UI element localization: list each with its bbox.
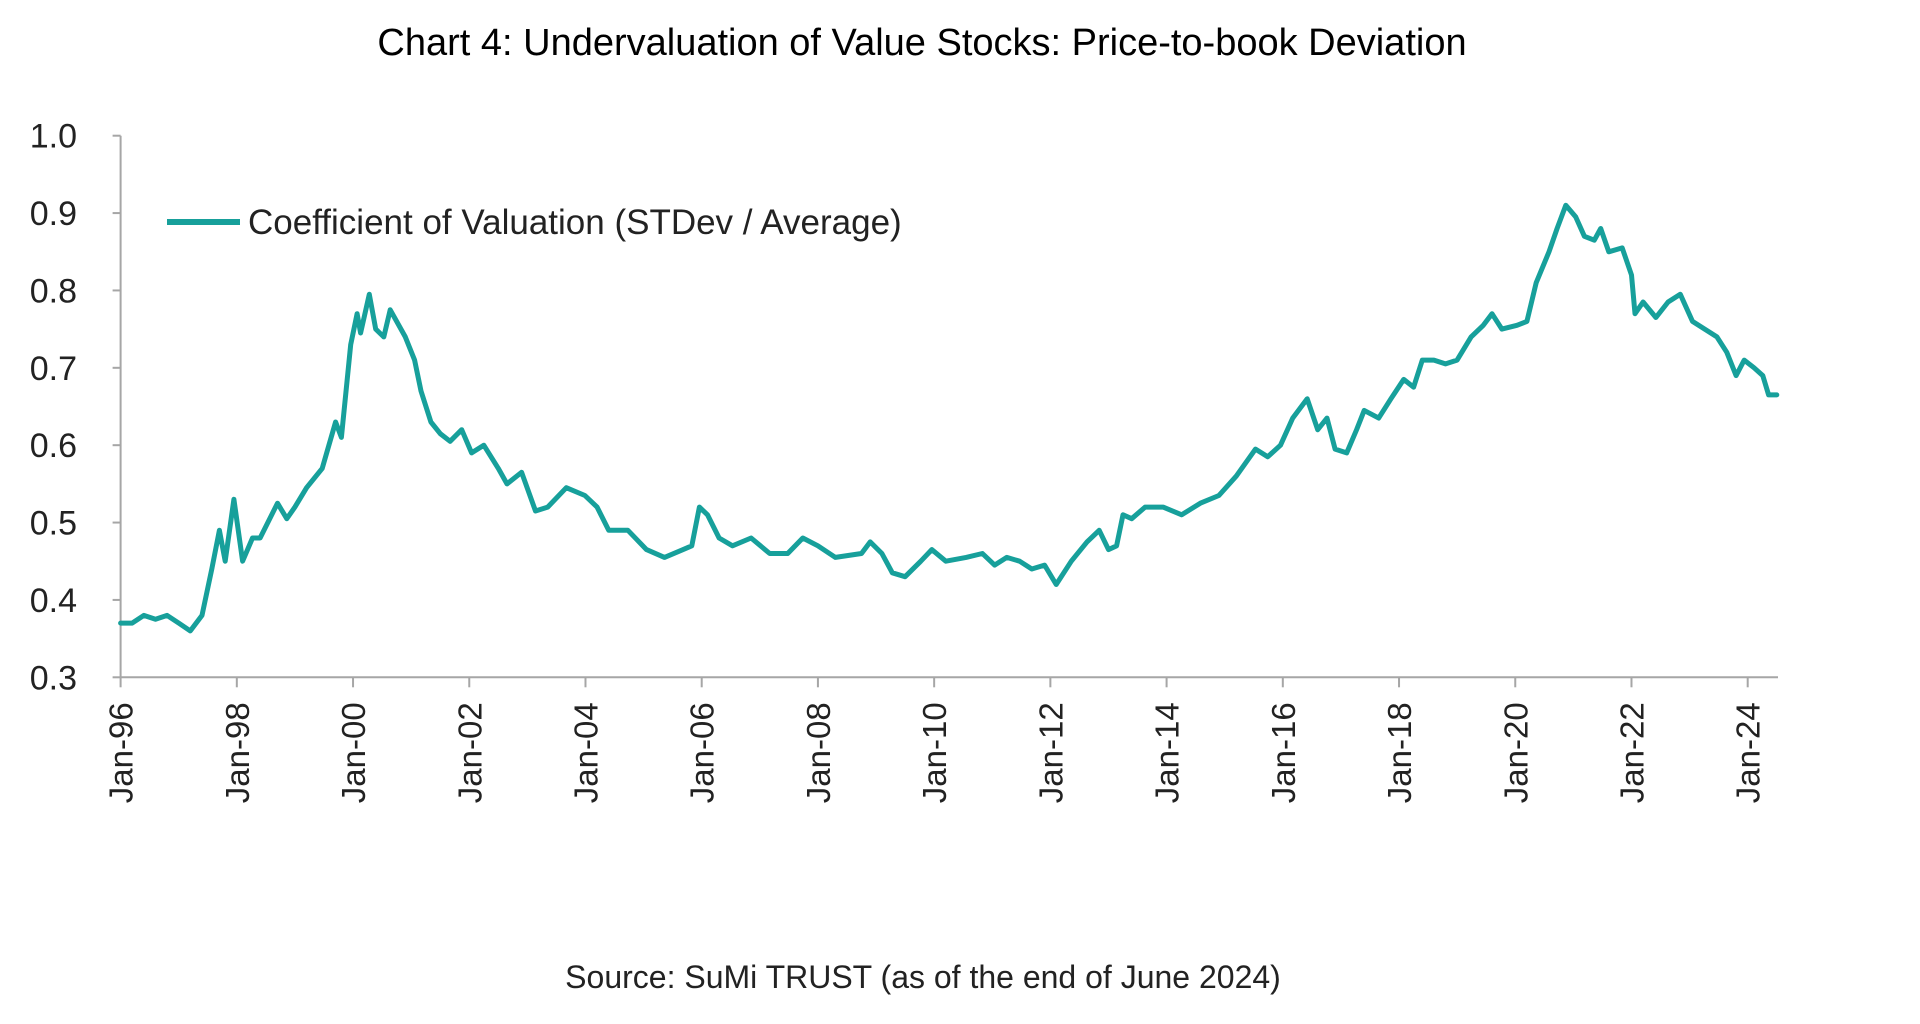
x-tick-label: Jan-06 (684, 702, 721, 803)
y-tick-label: 0.6 (30, 427, 77, 465)
series-line-coefficient-of-valuation (118, 202, 1780, 634)
x-tick-label: Jan-10 (916, 702, 953, 803)
legend-label: Coefficient of Valuation (STDev / Averag… (248, 203, 902, 242)
y-tick-label: 0.9 (30, 195, 77, 233)
y-tick-label: 0.7 (30, 350, 77, 388)
tick-labels: 0.3 0.4 0.5 0.6 0.7 0.8 0.9 1.0 Jan-96 Jan-98 Jan-… (30, 118, 1767, 804)
axes (112, 134, 1778, 688)
x-tick-label: Jan-14 (1149, 702, 1186, 803)
x-tick-label: Jan-22 (1613, 702, 1650, 803)
legend: Coefficient of Valuation (STDev / Averag… (167, 203, 902, 242)
chart-title: Chart 4: Undervaluation of Value Stocks:… (377, 22, 1466, 64)
y-tick-label: 0.4 (30, 582, 77, 620)
x-tick-label: Jan-02 (451, 702, 488, 803)
x-tick-label: Jan-18 (1381, 702, 1418, 803)
x-tick-label: Jan-24 (1730, 702, 1767, 803)
x-tick-label: Jan-12 (1032, 702, 1069, 803)
x-tick-label: Jan-00 (335, 702, 372, 803)
y-tick-label: 0.3 (30, 659, 77, 697)
source-note: Source: SuMi TRUST (as of the end of Jun… (565, 959, 1281, 995)
x-tick-label: Jan-96 (103, 702, 140, 803)
x-tick-label: Jan-20 (1497, 702, 1534, 803)
y-tick-label: 1.0 (30, 118, 77, 156)
y-tick-label: 0.8 (30, 272, 77, 310)
x-tick-label: Jan-08 (800, 702, 837, 803)
x-tick-label: Jan-04 (567, 702, 604, 803)
x-tick-label: Jan-16 (1265, 702, 1302, 803)
y-tick-label: 0.5 (30, 505, 77, 543)
x-tick-label: Jan-98 (219, 702, 256, 803)
